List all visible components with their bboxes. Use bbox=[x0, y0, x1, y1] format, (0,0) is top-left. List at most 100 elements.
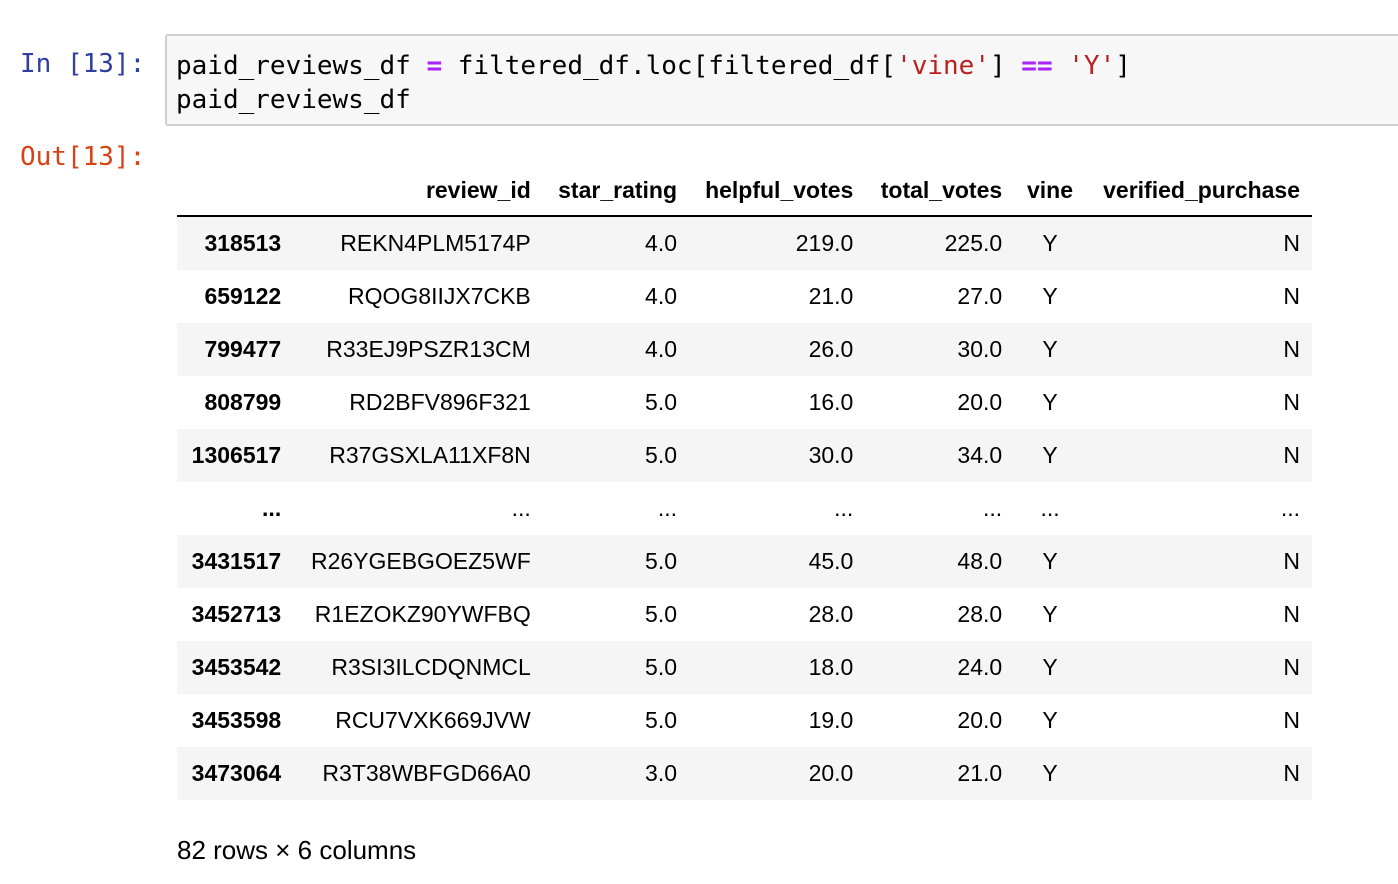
cell-verified-purchase: N bbox=[1283, 548, 1300, 574]
column-header-verified-purchase: verified_purchase bbox=[1085, 165, 1312, 217]
cell-helpful-votes: 219.0 bbox=[795, 230, 854, 256]
cell-review-id: RQOG8IIJX7CKB bbox=[348, 283, 531, 309]
cell-vine: Y bbox=[1042, 230, 1058, 256]
cell-helpful-votes: 30.0 bbox=[808, 442, 854, 468]
cell-helpful-votes: 28.0 bbox=[808, 601, 854, 627]
column-header-star-rating: star_rating bbox=[542, 165, 690, 217]
cell-total-votes: 34.0 bbox=[957, 442, 1003, 468]
cell-verified-purchase: N bbox=[1283, 283, 1300, 309]
cell-review-id: REKN4PLM5174P bbox=[340, 230, 531, 256]
cell-vine: Y bbox=[1042, 442, 1058, 468]
row-index: ... bbox=[262, 495, 282, 521]
table-header: review_id star_rating helpful_votes total_v… bbox=[177, 165, 1312, 217]
cell-review-id: R37GSXLA11XF8N bbox=[329, 442, 531, 468]
cell-verified-purchase: N bbox=[1283, 336, 1300, 362]
index-header bbox=[177, 165, 294, 217]
column-header-review-id: review_id bbox=[293, 165, 543, 217]
code-token: ] bbox=[989, 51, 1022, 81]
row-index: 3473064 bbox=[191, 760, 282, 786]
cell-vine: Y bbox=[1042, 601, 1058, 627]
cell-helpful-votes: 18.0 bbox=[808, 654, 854, 680]
cell-total-votes: 48.0 bbox=[957, 548, 1003, 574]
code-line-2: paid_reviews_df bbox=[176, 85, 411, 115]
row-index: 3453542 bbox=[191, 654, 282, 680]
row-index: 3452713 bbox=[191, 601, 282, 627]
cell-verified-purchase: N bbox=[1283, 442, 1300, 468]
cell-star-rating: 5.0 bbox=[645, 442, 678, 468]
dataframe-table: review_id star_rating helpful_votes total_v… bbox=[177, 165, 1312, 800]
cell-vine: Y bbox=[1042, 283, 1058, 309]
cell-total-votes: 27.0 bbox=[957, 283, 1003, 309]
cell-review-id: ... bbox=[511, 495, 531, 521]
table-row: 3453598 RCU7VXK669JVW 5.0 19.0 20.0 Y N bbox=[177, 694, 1312, 747]
row-index: 799477 bbox=[204, 336, 282, 362]
code-token: ] bbox=[1115, 51, 1131, 81]
cell-verified-purchase: N bbox=[1283, 654, 1300, 680]
cell-verified-purchase: N bbox=[1283, 230, 1300, 256]
row-index: 659122 bbox=[204, 283, 282, 309]
row-index: 3453598 bbox=[191, 707, 282, 733]
cell-vine: Y bbox=[1042, 336, 1058, 362]
output-prompt: Out[13]: bbox=[20, 142, 146, 172]
cell-total-votes: 20.0 bbox=[957, 707, 1003, 733]
cell-total-votes: 21.0 bbox=[957, 760, 1003, 786]
table-row: 808799 RD2BFV896F321 5.0 16.0 20.0 Y N bbox=[177, 376, 1312, 429]
cell-star-rating: 4.0 bbox=[645, 336, 678, 362]
code-operator: == bbox=[1021, 51, 1053, 81]
cell-total-votes: ... bbox=[983, 495, 1003, 521]
cell-star-rating: 5.0 bbox=[645, 548, 678, 574]
cell-verified-purchase: N bbox=[1283, 601, 1300, 627]
cell-verified-purchase: N bbox=[1283, 760, 1300, 786]
row-index: 318513 bbox=[204, 230, 282, 256]
column-header-total-votes: total_votes bbox=[865, 165, 1015, 217]
cell-vine: Y bbox=[1042, 707, 1058, 733]
cell-star-rating: 5.0 bbox=[645, 389, 678, 415]
table-body: 318513 REKN4PLM5174P 4.0 219.0 225.0 Y N 659122… bbox=[177, 216, 1312, 800]
row-index: 1306517 bbox=[191, 442, 282, 468]
cell-total-votes: 20.0 bbox=[957, 389, 1003, 415]
cell-vine: ... bbox=[1040, 495, 1060, 521]
cell-review-id: R3T38WBFGD66A0 bbox=[322, 760, 531, 786]
cell-helpful-votes: 26.0 bbox=[808, 336, 854, 362]
cell-helpful-votes: 19.0 bbox=[808, 707, 854, 733]
cell-star-rating: 5.0 bbox=[645, 654, 678, 680]
column-header-vine: vine bbox=[1014, 165, 1086, 217]
cell-review-id: R26YGEBGOEZ5WF bbox=[310, 548, 531, 574]
cell-verified-purchase: N bbox=[1283, 389, 1300, 415]
cell-vine: Y bbox=[1042, 760, 1058, 786]
cell-vine: Y bbox=[1042, 654, 1058, 680]
table-row: 1306517 R37GSXLA11XF8N 5.0 30.0 34.0 Y N bbox=[177, 429, 1312, 482]
code-token: filtered_df.loc[filtered_df[ bbox=[442, 51, 897, 81]
cell-review-id: R33EJ9PSZR13CM bbox=[326, 336, 531, 362]
table-row: ..................... bbox=[177, 482, 1312, 535]
table-row: 659122 RQOG8IIJX7CKB 4.0 21.0 27.0 Y N bbox=[177, 270, 1312, 323]
cell-review-id: RD2BFV896F321 bbox=[349, 389, 531, 415]
cell-total-votes: 28.0 bbox=[957, 601, 1003, 627]
row-index: 3431517 bbox=[191, 548, 282, 574]
cell-star-rating: 4.0 bbox=[645, 283, 678, 309]
cell-helpful-votes: 16.0 bbox=[808, 389, 854, 415]
row-index: 808799 bbox=[204, 389, 282, 415]
cell-total-votes: 30.0 bbox=[957, 336, 1003, 362]
cell-helpful-votes: 45.0 bbox=[808, 548, 854, 574]
cell-helpful-votes: ... bbox=[834, 495, 854, 521]
cell-review-id: RCU7VXK669JVW bbox=[335, 707, 531, 733]
cell-helpful-votes: 21.0 bbox=[808, 283, 854, 309]
input-prompt: In [13]: bbox=[20, 49, 146, 79]
cell-star-rating: ... bbox=[657, 495, 678, 521]
cell-vine: Y bbox=[1042, 548, 1058, 574]
cell-review-id: R1EZOKZ90YWFBQ bbox=[314, 601, 531, 627]
table-row: 318513 REKN4PLM5174P 4.0 219.0 225.0 Y N bbox=[177, 216, 1312, 270]
code-cell-editor[interactable]: paid_reviews_df = filtered_df.loc[filter… bbox=[165, 34, 1398, 126]
table-row: 3453542 R3SI3ILCDQNMCL 5.0 18.0 24.0 Y N bbox=[177, 641, 1312, 694]
cell-total-votes: 225.0 bbox=[944, 230, 1003, 256]
code-token: paid_reviews_df bbox=[176, 51, 427, 81]
cell-helpful-votes: 20.0 bbox=[808, 760, 854, 786]
cell-verified-purchase: ... bbox=[1280, 495, 1300, 521]
cell-vine: Y bbox=[1042, 389, 1058, 415]
table-row: 799477 R33EJ9PSZR13CM 4.0 26.0 30.0 Y N bbox=[177, 323, 1312, 376]
cell-total-votes: 24.0 bbox=[957, 654, 1003, 680]
table-row: 3431517 R26YGEBGOEZ5WF 5.0 45.0 48.0 Y N bbox=[177, 535, 1312, 588]
table-row: 3473064 R3T38WBFGD66A0 3.0 20.0 21.0 Y N bbox=[177, 747, 1312, 800]
cell-verified-purchase: N bbox=[1283, 707, 1300, 733]
